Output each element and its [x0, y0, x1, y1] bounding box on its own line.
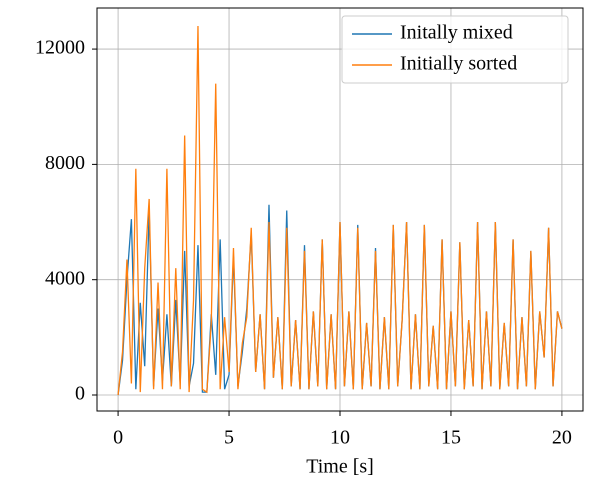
y-tick-label: 8000: [45, 152, 85, 174]
y-tick-label: 12000: [35, 37, 85, 59]
y-tick-label: 0: [75, 383, 85, 405]
legend-label: Initially sorted: [400, 53, 517, 75]
x-tick-label: 5: [224, 427, 234, 449]
legend-box: [341, 15, 569, 84]
legend: Initally mixed Initially sorted: [341, 15, 569, 84]
y-tick-label: 4000: [45, 267, 85, 289]
legend-label: Initally mixed: [400, 22, 513, 44]
x-tick-label: 10: [330, 427, 350, 449]
x-tick-label: 15: [441, 427, 461, 449]
x-axis-label: Time [s]: [306, 456, 374, 478]
x-tick-label: 0: [113, 427, 123, 449]
plot-frame: [96, 7, 584, 412]
series-line: [117, 26, 563, 396]
x-tick-label: 20: [552, 427, 572, 449]
